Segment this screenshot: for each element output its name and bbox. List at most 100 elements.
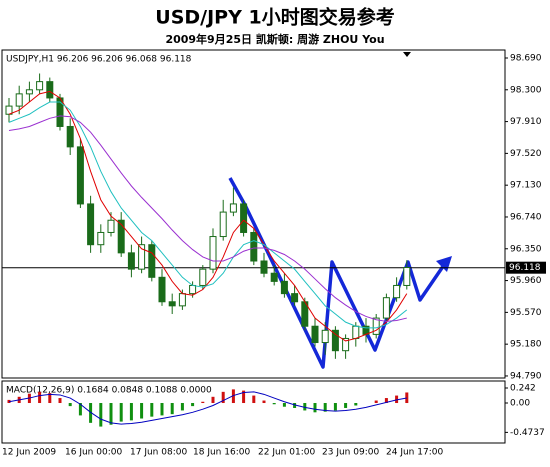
y-tick-label: 97.520 — [510, 149, 542, 159]
macd-bar — [242, 390, 246, 404]
chart-title: USD/JPY 1小时图交易参考 — [155, 6, 394, 29]
candle-body — [97, 231, 105, 246]
candle-body — [158, 276, 166, 303]
candle-body — [25, 89, 33, 95]
candle-body — [280, 280, 288, 295]
y-tick-label: 0.00 — [510, 399, 530, 409]
macd-bar — [170, 403, 174, 415]
macd-bar — [180, 403, 184, 411]
macd-bar — [129, 403, 133, 421]
candle-body — [240, 203, 248, 233]
macd-bar — [293, 403, 297, 408]
candle-body — [87, 203, 95, 246]
candle-body — [168, 301, 176, 307]
candle-body — [127, 252, 135, 270]
last-price-box — [506, 261, 546, 274]
candle-body — [403, 267, 411, 286]
macd-bar — [68, 403, 72, 407]
candle-body — [393, 284, 401, 299]
y-tick-label: 0.242 — [510, 384, 536, 394]
macd-bar — [262, 400, 266, 404]
macd-bar — [119, 403, 123, 422]
y-tick-label: 96.350 — [510, 244, 542, 254]
candle-body — [352, 325, 360, 339]
candle-body — [372, 317, 380, 335]
x-tick-label: 12 Jun 2009 — [2, 448, 56, 458]
candle-body — [76, 146, 84, 205]
macd-bar — [231, 389, 235, 404]
candle-body — [46, 81, 54, 99]
macd-bar — [282, 403, 286, 407]
macd-bar — [384, 398, 388, 404]
macd-bar — [405, 392, 409, 404]
x-tick-label: 18 Jun 16:00 — [193, 448, 250, 458]
candle-body — [178, 293, 186, 307]
candle-body — [311, 325, 319, 344]
macd-bar — [211, 396, 215, 404]
macd-bar — [323, 403, 327, 412]
candle-body — [250, 231, 258, 262]
moving-average — [8, 90, 408, 342]
x-tick-label: 22 Jun 01:00 — [258, 448, 315, 458]
annotation-arrowhead — [436, 256, 452, 272]
y-tick-label: 98.690 — [510, 53, 542, 63]
macd-bar — [344, 403, 348, 408]
macd-bar — [313, 403, 317, 413]
x-tick-label: 23 Jun 09:00 — [322, 448, 379, 458]
candle-body — [36, 81, 44, 91]
shift-marker — [403, 52, 411, 57]
macd-bar — [78, 403, 82, 416]
macd-bar — [48, 393, 52, 404]
macd-bar — [333, 403, 337, 411]
macd-bar — [38, 391, 42, 404]
candle-body — [66, 125, 74, 148]
macd-bar — [99, 403, 103, 427]
macd-bar — [191, 403, 195, 407]
y-tick-label: 97.910 — [510, 117, 542, 127]
candle-body — [148, 244, 156, 278]
macd-bar — [160, 403, 164, 416]
y-tick-label: 96.740 — [510, 212, 542, 222]
candle-body — [138, 244, 146, 270]
candle-body — [107, 219, 115, 233]
chart-header: USDJPY,H1 96.206 96.206 96.068 96.118 — [6, 55, 192, 65]
chart-subtitle: 2009年9月25日 凯斯顿: 周游 ZHOU You — [165, 32, 384, 46]
macd-bar — [150, 403, 154, 417]
x-tick-label: 16 Jun 00:00 — [65, 448, 122, 458]
macd-label: MACD(12,26,9) 0.1684 0.0848 0.1088 0.000… — [6, 386, 212, 396]
candle-body — [15, 93, 23, 107]
candle-body — [199, 268, 207, 286]
y-tick-label: 97.130 — [510, 181, 542, 191]
candle-body — [342, 337, 350, 352]
x-tick-label: 24 Jun 17:00 — [386, 448, 443, 458]
macd-bar — [89, 403, 93, 423]
macd-bar — [354, 403, 358, 406]
candle-body — [219, 211, 227, 238]
candle-body — [291, 293, 299, 303]
candle-body — [209, 236, 217, 270]
price-panel — [1, 49, 506, 379]
candle-body — [382, 297, 390, 319]
macd-bar — [109, 403, 113, 425]
candle-body — [331, 329, 339, 352]
moving-average — [8, 101, 408, 329]
macd-bar — [58, 398, 62, 404]
macd-bar — [272, 403, 276, 405]
y-tick-label: -0.4737 — [510, 428, 545, 438]
candle-body — [229, 203, 237, 213]
macd-panel — [1, 380, 506, 444]
y-tick-label: 98.300 — [510, 85, 542, 95]
macd-bar — [395, 395, 399, 404]
macd-bar — [303, 403, 307, 411]
candle-body — [189, 284, 197, 295]
candle-body — [321, 329, 329, 344]
last-price-label: 96.118 — [509, 263, 541, 273]
macd-bar — [140, 403, 144, 419]
macd-bar — [221, 391, 225, 404]
annotation-arrow — [228, 177, 448, 369]
candle-body — [117, 219, 125, 254]
y-tick-label: 94.790 — [510, 371, 542, 381]
y-tick-label: 95.960 — [510, 276, 542, 286]
